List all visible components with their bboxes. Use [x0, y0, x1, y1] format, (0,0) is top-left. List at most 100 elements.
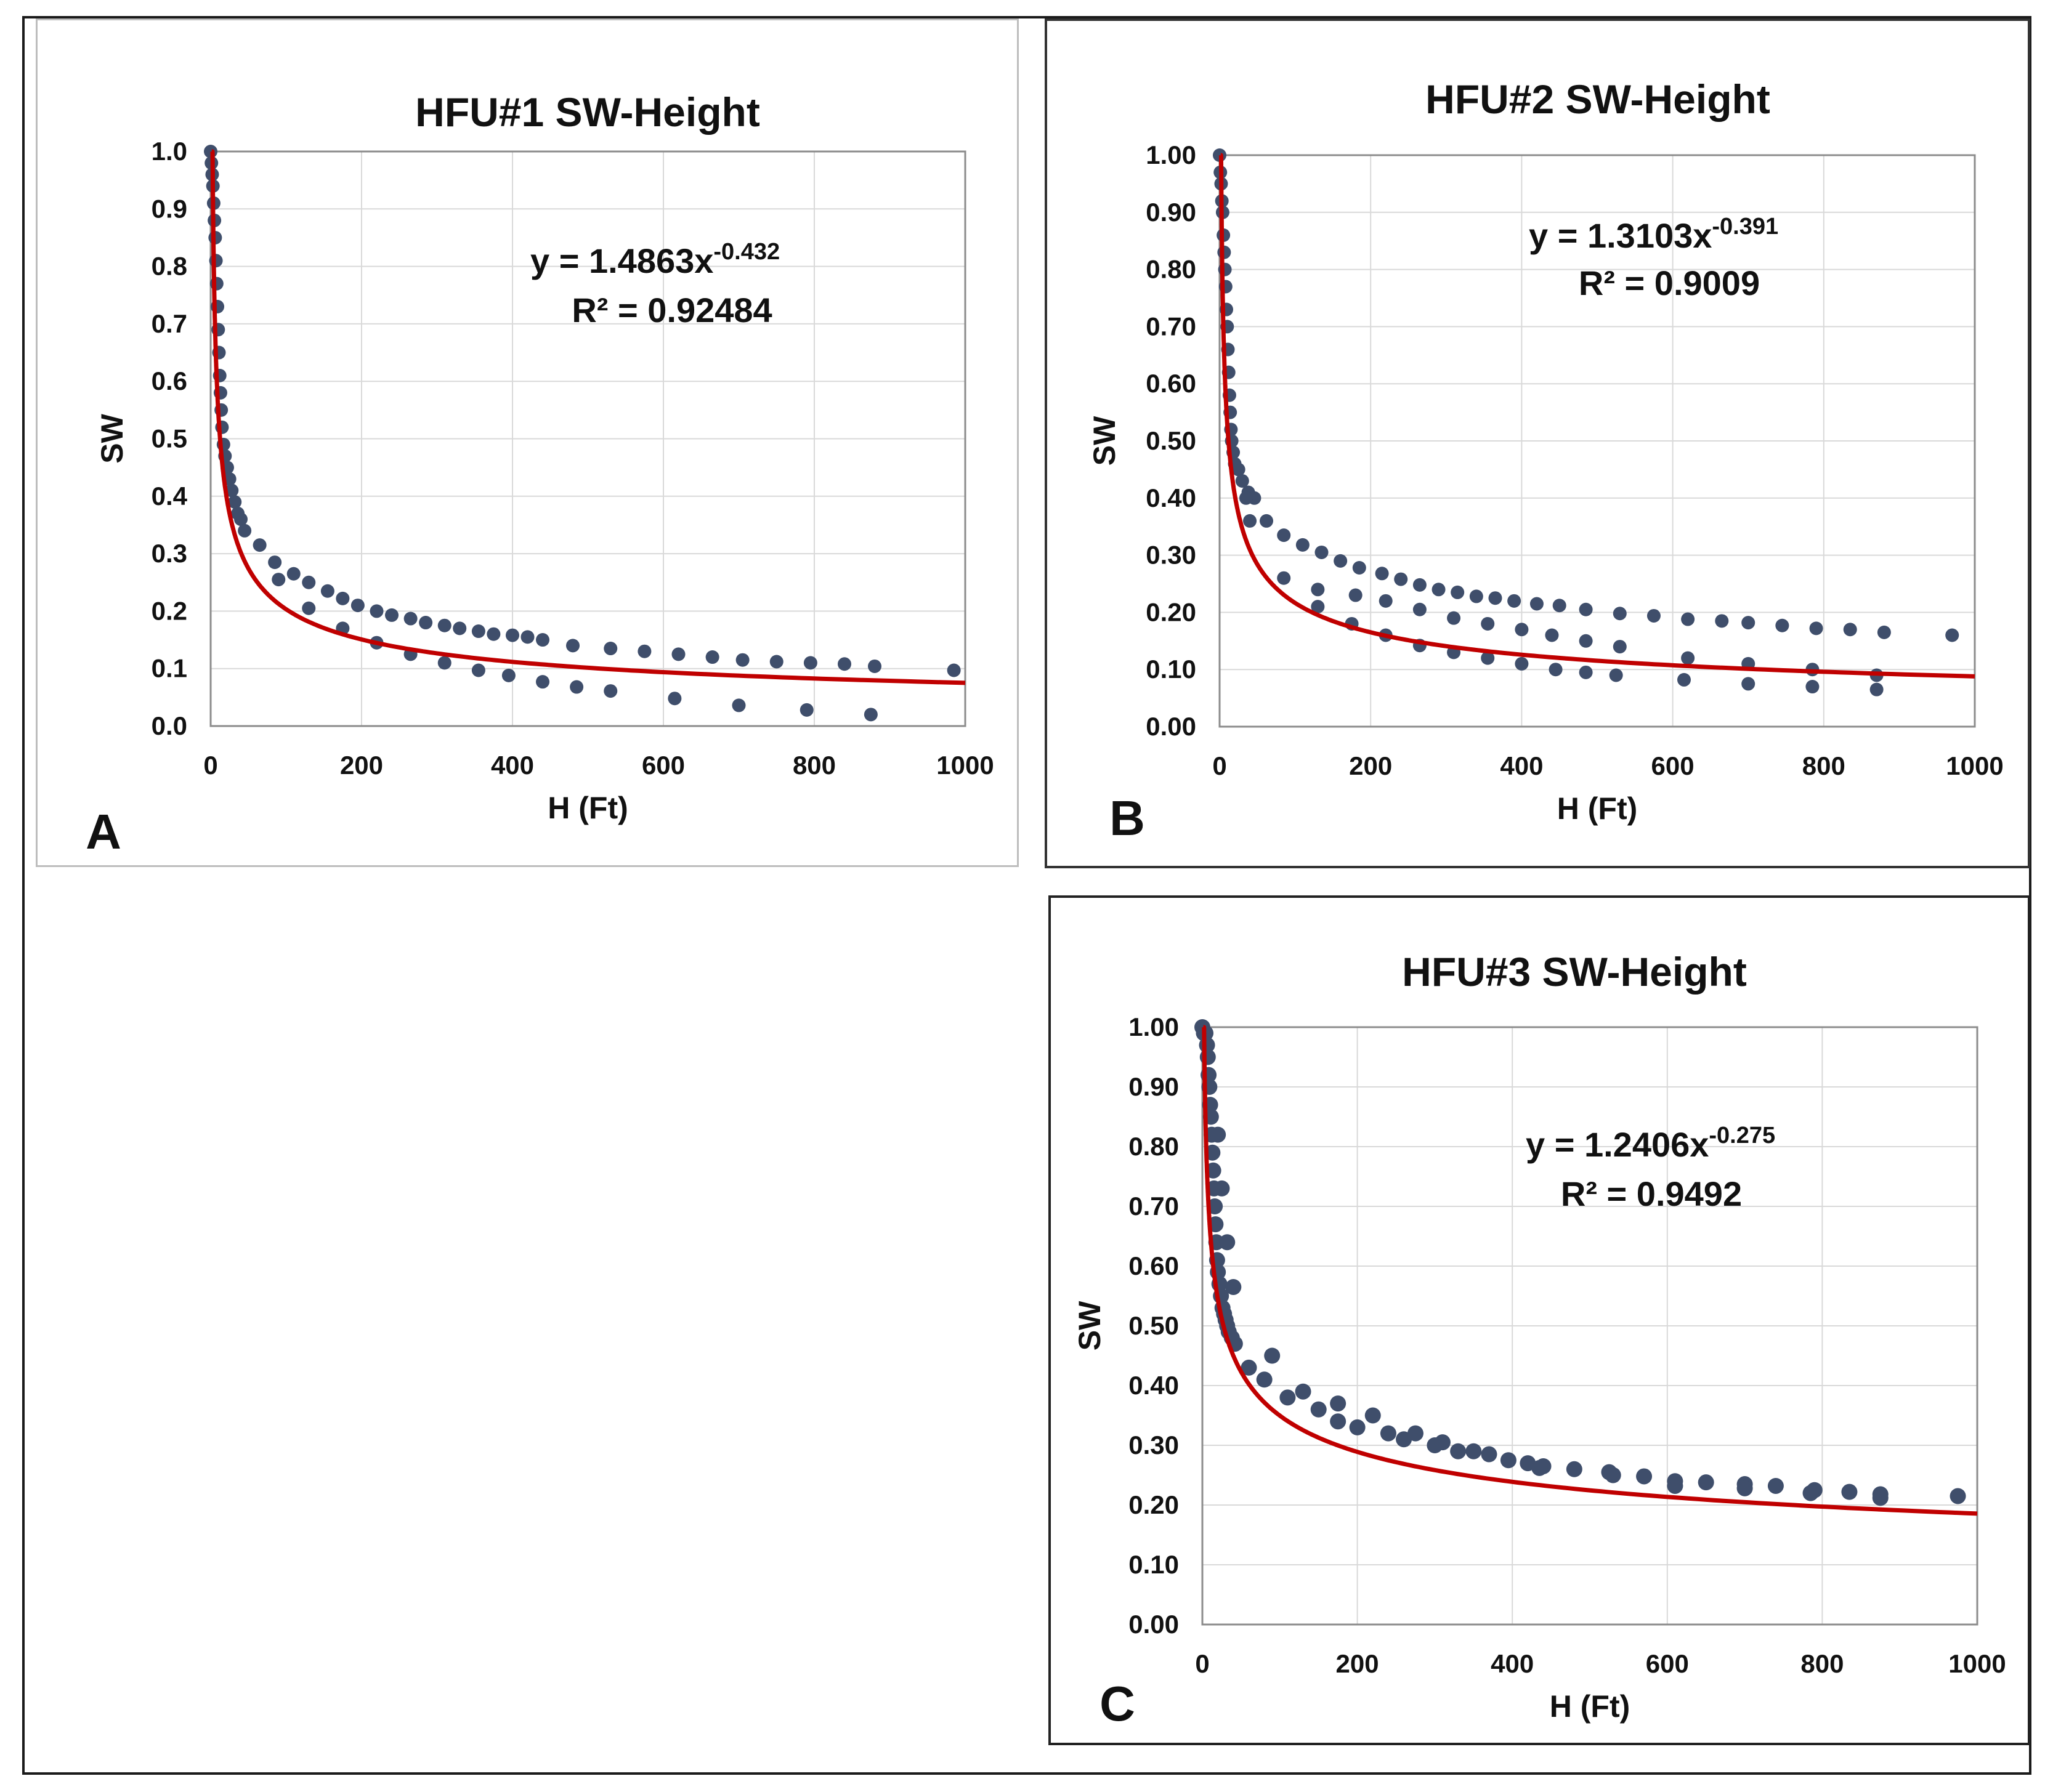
data-point	[1210, 1126, 1226, 1143]
data-point	[437, 618, 452, 632]
data-point	[238, 523, 252, 538]
trendline-equation: y = 1.2406x-0.275	[1526, 1123, 1775, 1164]
data-point	[735, 653, 750, 667]
trendline	[209, 149, 966, 685]
y-tick-label: 0.80	[1146, 255, 1196, 284]
data-point	[671, 647, 686, 661]
data-point	[1277, 528, 1291, 543]
data-point	[1566, 1461, 1582, 1477]
data-point	[1950, 1488, 1966, 1504]
y-tick-label: 0.90	[1128, 1072, 1179, 1101]
equation-exponent: -0.391	[1712, 214, 1778, 240]
data-point	[1380, 1425, 1396, 1442]
y-tick-label: 0.00	[1146, 712, 1196, 741]
data-point	[1264, 1347, 1281, 1364]
y-tick-label: 0.2	[152, 596, 187, 625]
data-point	[1552, 599, 1566, 613]
data-point	[1681, 612, 1695, 626]
data-point	[1872, 1490, 1889, 1506]
data-point	[1260, 514, 1274, 528]
data-point	[1613, 640, 1627, 654]
data-point	[487, 627, 501, 641]
y-tick-label: 0.50	[1146, 426, 1196, 455]
y-tick-label: 0.6	[152, 366, 187, 395]
trendline-equation: y = 1.3103x-0.391	[1529, 214, 1778, 255]
y-tick-label: 0.60	[1146, 369, 1196, 398]
y-tick-label: 0.7	[152, 309, 187, 338]
y-axis-label: SW	[1087, 416, 1122, 466]
y-tick-label: 1.00	[1146, 140, 1196, 169]
data-point	[1646, 608, 1661, 623]
chart-title: HFU#1 SW-Height	[415, 89, 760, 135]
data-point	[1698, 1474, 1714, 1491]
plot-area	[1218, 154, 1976, 728]
data-point	[1579, 634, 1593, 648]
data-point	[1434, 1434, 1451, 1451]
data-point	[453, 621, 467, 636]
x-tick-label: 0	[1212, 751, 1226, 780]
data-point	[1469, 589, 1483, 603]
r-squared-label: R² = 0.9492	[1561, 1174, 1742, 1213]
data-point	[1231, 462, 1245, 477]
data-point	[350, 599, 365, 613]
data-point	[838, 657, 851, 671]
x-tick-label: 800	[793, 751, 836, 780]
data-point	[1311, 600, 1325, 614]
y-tick-label: 0.60	[1128, 1251, 1179, 1280]
trendline-equation: y = 1.4863x-0.432	[530, 239, 780, 280]
equation-base: y = 1.4863x	[530, 241, 713, 280]
x-tick-label: 0	[1195, 1649, 1209, 1678]
x-axis-label: H (Ft)	[548, 791, 628, 825]
y-tick-label: 0.70	[1128, 1192, 1179, 1221]
data-point	[1681, 651, 1695, 665]
data-point	[1225, 1278, 1242, 1295]
data-point	[1235, 474, 1249, 488]
data-point	[1451, 585, 1465, 599]
y-tick-label: 0.9	[152, 194, 187, 223]
y-tick-label: 1.00	[1128, 1012, 1179, 1041]
data-point	[1310, 1401, 1327, 1418]
equation-base: y = 1.3103x	[1529, 216, 1712, 255]
data-point	[1465, 1443, 1482, 1459]
equation-base: y = 1.2406x	[1526, 1125, 1709, 1164]
data-point	[419, 616, 433, 630]
r-squared-label: R² = 0.9009	[1579, 264, 1760, 302]
y-tick-label: 0.3	[152, 539, 187, 568]
data-point	[1869, 682, 1884, 696]
y-tick-label: 0.5	[152, 424, 187, 453]
x-tick-label: 400	[491, 751, 534, 780]
chart-b-svg: HFU#2 SW-Height 0 200 400 600 800 1000 0.00 0.10…	[1087, 76, 2004, 846]
data-point	[1256, 1371, 1273, 1388]
chart-panel-b: HFU#2 SW-Height 0 200 400 600 800 1000 0.00 0.10…	[1045, 18, 2030, 868]
data-point	[1277, 571, 1291, 585]
data-point	[302, 601, 316, 615]
plot-area	[1201, 1026, 1978, 1626]
chart-c-svg: HFU#3 SW-Height 0 200 400 600 800 1000 0.00 0.10…	[1072, 949, 2006, 1731]
trendline	[1201, 1025, 1978, 1516]
data-point	[1432, 583, 1446, 597]
data-point	[1545, 628, 1559, 642]
data-point	[668, 692, 682, 706]
y-tick-label: 0.4	[152, 482, 188, 511]
data-point	[1241, 1359, 1257, 1376]
data-point	[1412, 578, 1427, 592]
data-point	[501, 668, 516, 682]
x-tick-label: 200	[1349, 751, 1392, 780]
data-point	[947, 663, 961, 677]
y-tick-label: 0.80	[1128, 1132, 1179, 1161]
y-tick-label: 0.10	[1146, 655, 1196, 684]
panel-letter: B	[1109, 791, 1145, 846]
data-point	[1841, 1483, 1858, 1500]
data-point	[732, 698, 746, 712]
data-point	[1481, 1446, 1497, 1463]
data-point	[570, 680, 584, 694]
data-point	[1481, 651, 1495, 665]
data-point	[705, 650, 719, 664]
y-tick-label: 0.00	[1128, 1610, 1179, 1639]
y-tick-label: 0.90	[1146, 198, 1196, 227]
data-point	[769, 655, 784, 669]
data-point	[1767, 1477, 1784, 1494]
data-point	[1348, 588, 1363, 602]
data-point	[1636, 1468, 1653, 1485]
data-point	[1330, 1395, 1346, 1412]
